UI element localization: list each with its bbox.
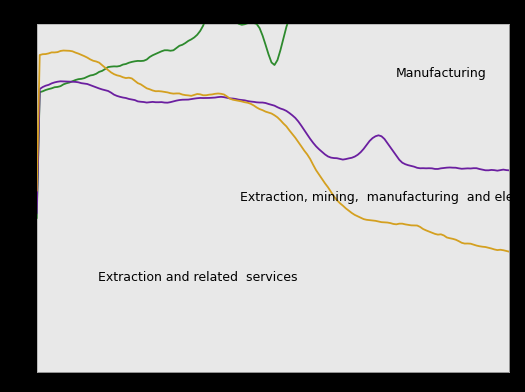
Text: Extraction, mining,  manufacturing  and elec.: Extraction, mining, manufacturing and el… xyxy=(240,191,524,205)
Text: Extraction and related  services: Extraction and related services xyxy=(98,271,298,284)
Text: Manufacturing: Manufacturing xyxy=(396,67,487,80)
